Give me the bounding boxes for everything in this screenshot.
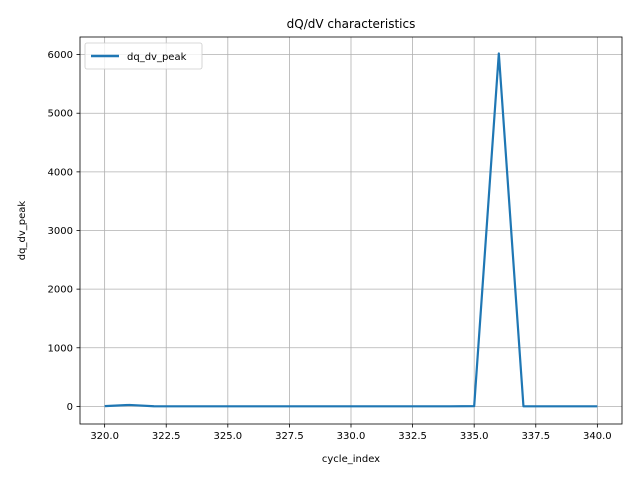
y-axis-label: dq_dv_peak xyxy=(17,201,28,261)
y-tick-label: 1000 xyxy=(48,343,73,354)
legend-label: dq_dv_peak xyxy=(127,52,187,63)
x-tick-label: 335.0 xyxy=(460,431,489,442)
series-layer xyxy=(104,52,598,408)
x-tick-label: 322.5 xyxy=(152,431,181,442)
series-line xyxy=(104,52,598,408)
legend: dq_dv_peak xyxy=(84,42,203,70)
x-tick-label: 330.0 xyxy=(337,431,366,442)
x-tick-label: 320.0 xyxy=(90,431,119,442)
x-tick-label: 340.0 xyxy=(583,431,612,442)
tick-layer: 320.0 322.5 325.0 327.5 330.0 332.5 335.0 337.5… xyxy=(48,50,612,442)
y-tick-label: 5000 xyxy=(48,109,73,120)
y-tick-label: 0 xyxy=(67,402,73,413)
x-tick-label: 332.5 xyxy=(398,431,427,442)
x-tick-label: 327.5 xyxy=(275,431,304,442)
y-tick-label: 2000 xyxy=(48,285,73,296)
x-tick-label: 337.5 xyxy=(521,431,550,442)
x-tick-label: 325.0 xyxy=(213,431,242,442)
y-tick-label: 6000 xyxy=(48,50,73,61)
y-tick-label: 4000 xyxy=(48,167,73,178)
x-axis-label: cycle_index xyxy=(322,454,380,465)
chart-title: dQ/dV characteristics xyxy=(287,17,416,31)
y-tick-label: 3000 xyxy=(48,226,73,237)
legend-box xyxy=(84,42,203,70)
